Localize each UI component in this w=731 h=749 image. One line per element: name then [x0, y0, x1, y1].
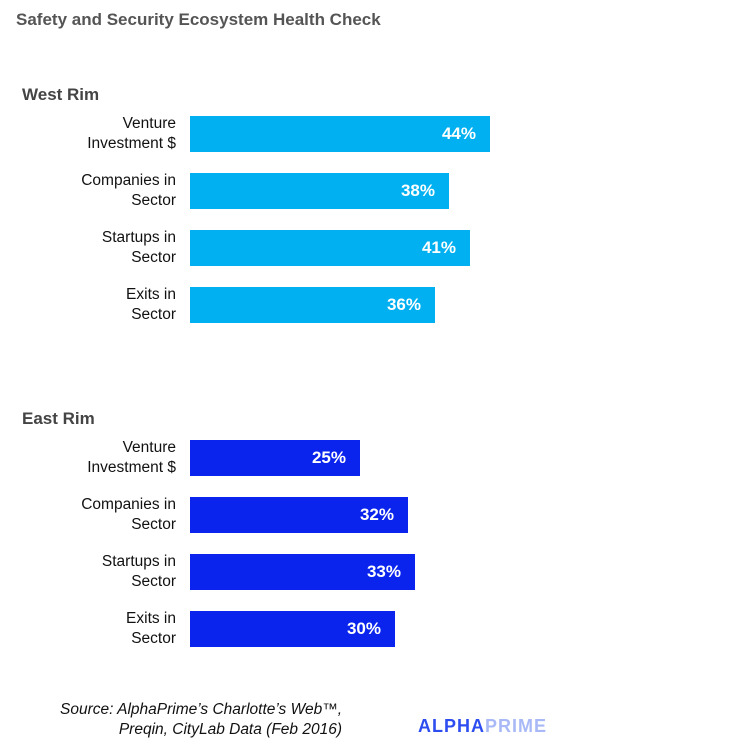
bar-value-label: 25%: [311, 448, 346, 467]
bar: 25%: [190, 440, 360, 476]
chart-title: Safety and Security Ecosystem Health Che…: [16, 10, 381, 29]
bar: 32%: [190, 497, 408, 533]
category-label: Venture Investment $: [87, 115, 176, 152]
logo-part-alpha: ALPHA: [418, 716, 485, 736]
category-label: Venture Investment $: [87, 439, 176, 476]
bar-value-label: 44%: [441, 124, 476, 143]
bar: 33%: [190, 554, 415, 590]
category-label: Exits in Sector: [126, 286, 176, 323]
category-label: Startups in Sector: [101, 229, 176, 266]
bar: 41%: [190, 230, 470, 266]
bar-value-label: 33%: [366, 562, 401, 581]
bar: 30%: [190, 611, 395, 647]
bar-value-label: 36%: [386, 295, 421, 314]
category-label: Companies in Sector: [81, 172, 176, 209]
group-title-east-rim: East Rim: [22, 409, 95, 428]
bar: 36%: [190, 287, 435, 323]
bar: 38%: [190, 173, 449, 209]
bar-value-label: 38%: [400, 181, 435, 200]
bar-value-label: 32%: [359, 505, 394, 524]
bar: 44%: [190, 116, 490, 152]
group-title-west-rim: West Rim: [22, 85, 100, 104]
category-label: Companies in Sector: [81, 496, 176, 533]
bar-value-label: 41%: [421, 238, 456, 257]
category-label: Startups in Sector: [101, 553, 176, 590]
bar-value-label: 30%: [346, 619, 381, 638]
alphaprime-logo: ALPHAPRIME: [418, 716, 547, 737]
category-label: Exits in Sector: [126, 610, 176, 647]
source-note: Source: AlphaPrime’s Charlotte’s Web™, P…: [60, 701, 342, 738]
logo-part-prime: PRIME: [485, 716, 548, 736]
